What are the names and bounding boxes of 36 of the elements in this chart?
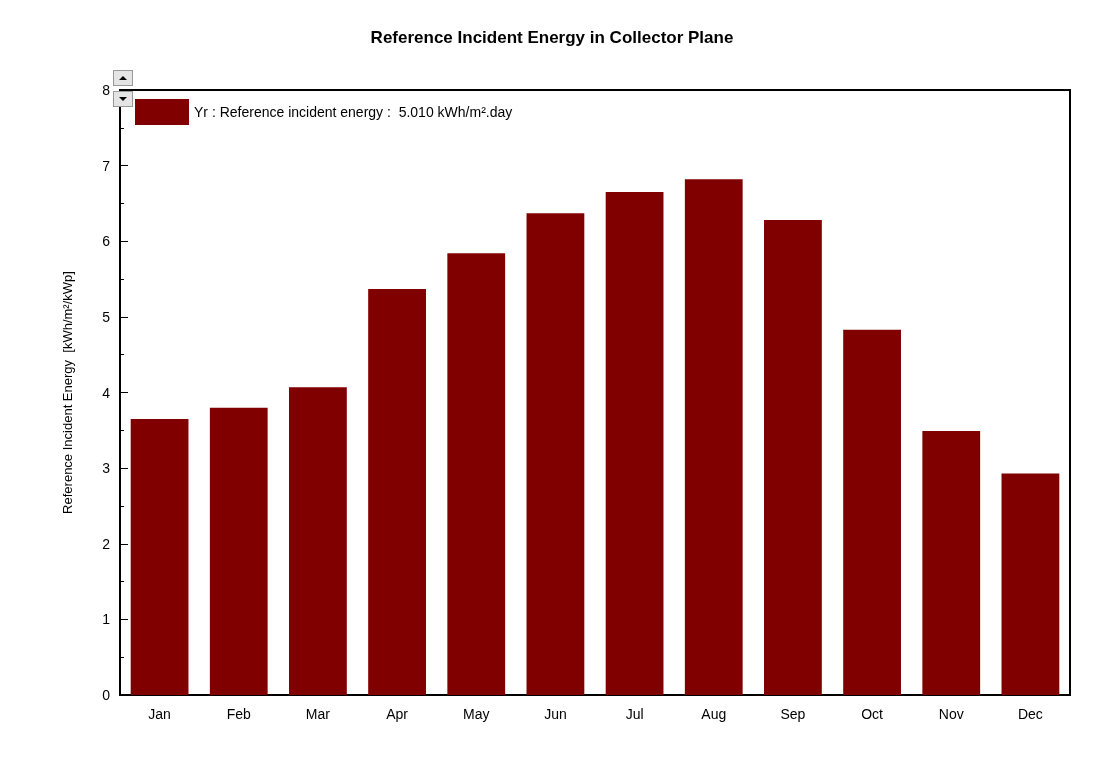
y-tick-label: 7 <box>102 157 111 174</box>
bar <box>368 288 426 695</box>
y-tick-label: 6 <box>102 233 111 250</box>
x-tick-label: Oct <box>861 706 884 722</box>
bar <box>130 418 189 695</box>
x-tick-label: Jan <box>148 706 171 722</box>
x-tick-label: Dec <box>1017 706 1043 722</box>
x-tick-label: Feb <box>226 706 252 722</box>
x-tick-label: Nov <box>938 706 964 722</box>
bar <box>1001 473 1060 695</box>
bar <box>605 192 664 695</box>
bar <box>209 407 268 695</box>
x-tick-label: Jun <box>544 706 567 722</box>
legend-label: Yr : Reference incident energy : 5.010 kWh/m².day <box>194 104 513 120</box>
chart-title: Reference Incident Energy in Collector Plane <box>370 28 734 47</box>
x-tick-label: May <box>463 706 490 722</box>
bar <box>684 179 743 695</box>
y-tick-label: 2 <box>102 535 111 552</box>
y-axis-title: Reference Incident Energy [kWh/m²/kWp] <box>60 271 75 514</box>
x-tick-label: Aug <box>701 706 727 722</box>
bar <box>764 220 822 695</box>
y-tick-label: 8 <box>102 82 111 98</box>
y-tick-label: 1 <box>102 611 111 628</box>
x-tick-label: Sep <box>780 706 806 722</box>
y-tick-label: 3 <box>102 460 111 477</box>
x-tick-label: Mar <box>305 706 331 722</box>
bar <box>526 213 585 695</box>
bar <box>843 329 901 695</box>
x-tick-label: Jul <box>625 706 644 722</box>
bar <box>289 387 347 695</box>
bar <box>922 431 981 695</box>
x-tick-label: Apr <box>386 706 409 722</box>
y-tick-label: 5 <box>102 308 111 325</box>
bar <box>447 253 506 695</box>
y-tick-label: 0 <box>102 687 111 703</box>
y-tick-label: 4 <box>102 384 111 401</box>
